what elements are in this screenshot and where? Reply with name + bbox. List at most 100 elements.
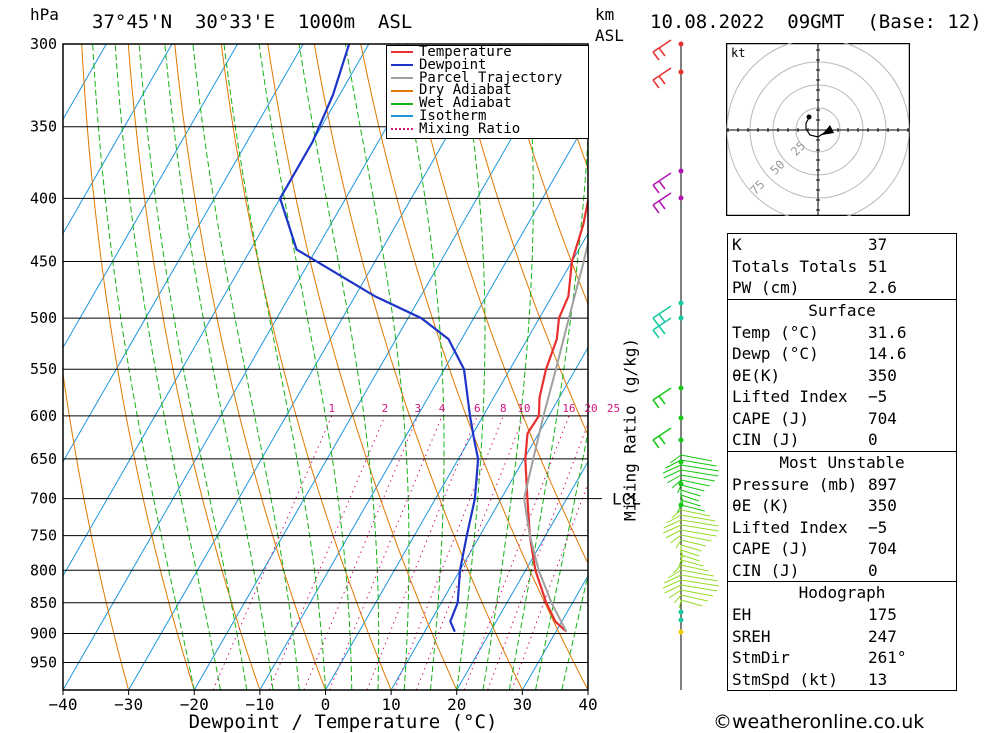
wind-level-dot [678, 69, 684, 75]
pressure-tick-label: 600 [30, 407, 57, 425]
wind-barb-icon [680, 494, 700, 504]
asl-label: ASL [595, 26, 624, 45]
hodograph-unit: kt [731, 46, 745, 60]
row-value: 704 [868, 408, 897, 428]
wind-barb-icon [664, 574, 718, 584]
legend-item: Temperature [387, 45, 588, 59]
mixing-ratio-label: 2 [382, 402, 389, 415]
wind-level-dot [678, 609, 684, 615]
wind-barb-icon [673, 564, 709, 574]
x-axis-label: Dewpoint / Temperature (°C) [189, 711, 498, 733]
legend-swatch [391, 51, 413, 54]
dry-adiabat-line [267, 44, 458, 690]
isotherm-line [325, 232, 588, 690]
most-unstable-row: Lifted Index −5 [728, 517, 956, 539]
wind-barb-icon [652, 192, 672, 214]
x-tick-label: 40 [578, 695, 597, 714]
surface-row: Dewp (°C) 14.6 [728, 343, 956, 365]
wet-adiabat-line [398, 44, 445, 690]
isotherm-line [193, 44, 567, 690]
wind-barb-icon [680, 554, 700, 564]
wind-barb-icon [678, 599, 703, 609]
dry-adiabat-line [174, 44, 326, 690]
mixing-ratio-label: 20 [584, 402, 597, 415]
lcl-label: LCL [612, 490, 641, 509]
wind-barb-icon [665, 529, 717, 539]
wind-barb-icon [680, 549, 700, 559]
wind-barb-icon [664, 584, 718, 594]
wind-barb-icon [652, 427, 672, 449]
wind-barb-icon [662, 464, 719, 474]
row-label: StmDir [732, 648, 790, 667]
legend-item: Mixing Ratio [387, 120, 588, 137]
legend-item: Wet Adiabat [387, 95, 588, 112]
wet-adiabat-line [298, 44, 380, 690]
pressure-tick-label: 300 [30, 35, 57, 53]
row-label: θE (K) [732, 496, 790, 515]
hodograph-table-row: StmDir 261° [728, 647, 956, 669]
wind-barb-icon [662, 579, 720, 589]
row-value: 14.6 [868, 344, 907, 363]
dry-adiabat-line [127, 44, 261, 690]
legend-swatch [391, 102, 413, 105]
pressure-tick-label: 550 [30, 360, 57, 378]
legend-label: Wet Adiabat [419, 95, 512, 112]
hodograph-top-point [806, 114, 812, 120]
row-value: −5 [868, 517, 888, 537]
hodograph-table-row: SREH 247 [728, 626, 956, 648]
mixing-ratio-label: 25 [607, 402, 620, 415]
mixing-ratio-label: 8 [500, 402, 507, 415]
x-tick-label: −40 [49, 695, 78, 714]
surface-row: CAPE (J) 704 [728, 408, 956, 430]
row-value: 350 [868, 496, 897, 515]
wind-level-dot [678, 617, 684, 623]
surface-row: Lifted Index −5 [728, 386, 956, 408]
wind-level-dot [678, 195, 684, 201]
legend-swatch [391, 128, 413, 131]
wind-level-dot [678, 300, 684, 306]
pressure-tick-label: 950 [30, 653, 57, 671]
datetime-title: 10.08.2022 09GMT (Base: 12) [650, 11, 982, 33]
surface-title: Surface [808, 300, 876, 320]
dry-adiabat-line [406, 44, 588, 565]
wet-adiabat-line [223, 44, 326, 690]
row-label: CAPE (J) [732, 408, 810, 428]
row-value: 175 [868, 605, 897, 624]
wind-barb-icon [652, 67, 672, 89]
footer-credit[interactable]: ©weatheronline.co.uk [713, 711, 925, 733]
wind-barb-icon [652, 305, 672, 327]
mixing-ratio-label: 6 [474, 402, 481, 415]
wind-level-dot [678, 415, 684, 421]
row-label: CAPE (J) [732, 539, 810, 558]
legend-item: Isotherm [387, 109, 588, 123]
pressure-tick-label: 750 [30, 527, 57, 545]
storm-motion-icon [822, 125, 834, 135]
isotherm-line [63, 44, 435, 690]
location-title: 37°45'N 30°33'E 1000m ASL [92, 11, 413, 33]
mixing-ratio-line [415, 415, 525, 690]
wind-barb-icon [666, 514, 716, 524]
wind-level-dot [678, 41, 684, 47]
wind-barb-icon [675, 539, 707, 549]
wind-barb-icon [676, 504, 705, 514]
row-value: 13 [868, 669, 888, 689]
pressure-tick-label: 700 [30, 490, 57, 508]
legend-label: Mixing Ratio [419, 120, 521, 137]
wind-barb-icon [671, 509, 711, 519]
hodograph-table-row: EH 175 [728, 604, 956, 626]
x-tick-label: 20 [447, 695, 466, 714]
wind-barb-icon [670, 534, 712, 544]
mixing-ratio-label: 16 [562, 402, 575, 415]
wind-barb-icon [663, 519, 719, 529]
parcel-trajectory-line [523, 238, 588, 633]
km-label: km [595, 5, 615, 24]
row-value: 261° [868, 648, 907, 667]
legend-label: Parcel Trajectory [419, 69, 563, 86]
row-value: 247 [868, 626, 897, 646]
wet-adiabat-line [114, 44, 221, 690]
mixing-ratio-label: 1 [328, 402, 335, 415]
legend-item: Parcel Trajectory [387, 69, 588, 86]
row-label: SREH [732, 626, 771, 646]
mixing-ratio-line [329, 415, 443, 690]
row-value: 0 [868, 430, 878, 449]
